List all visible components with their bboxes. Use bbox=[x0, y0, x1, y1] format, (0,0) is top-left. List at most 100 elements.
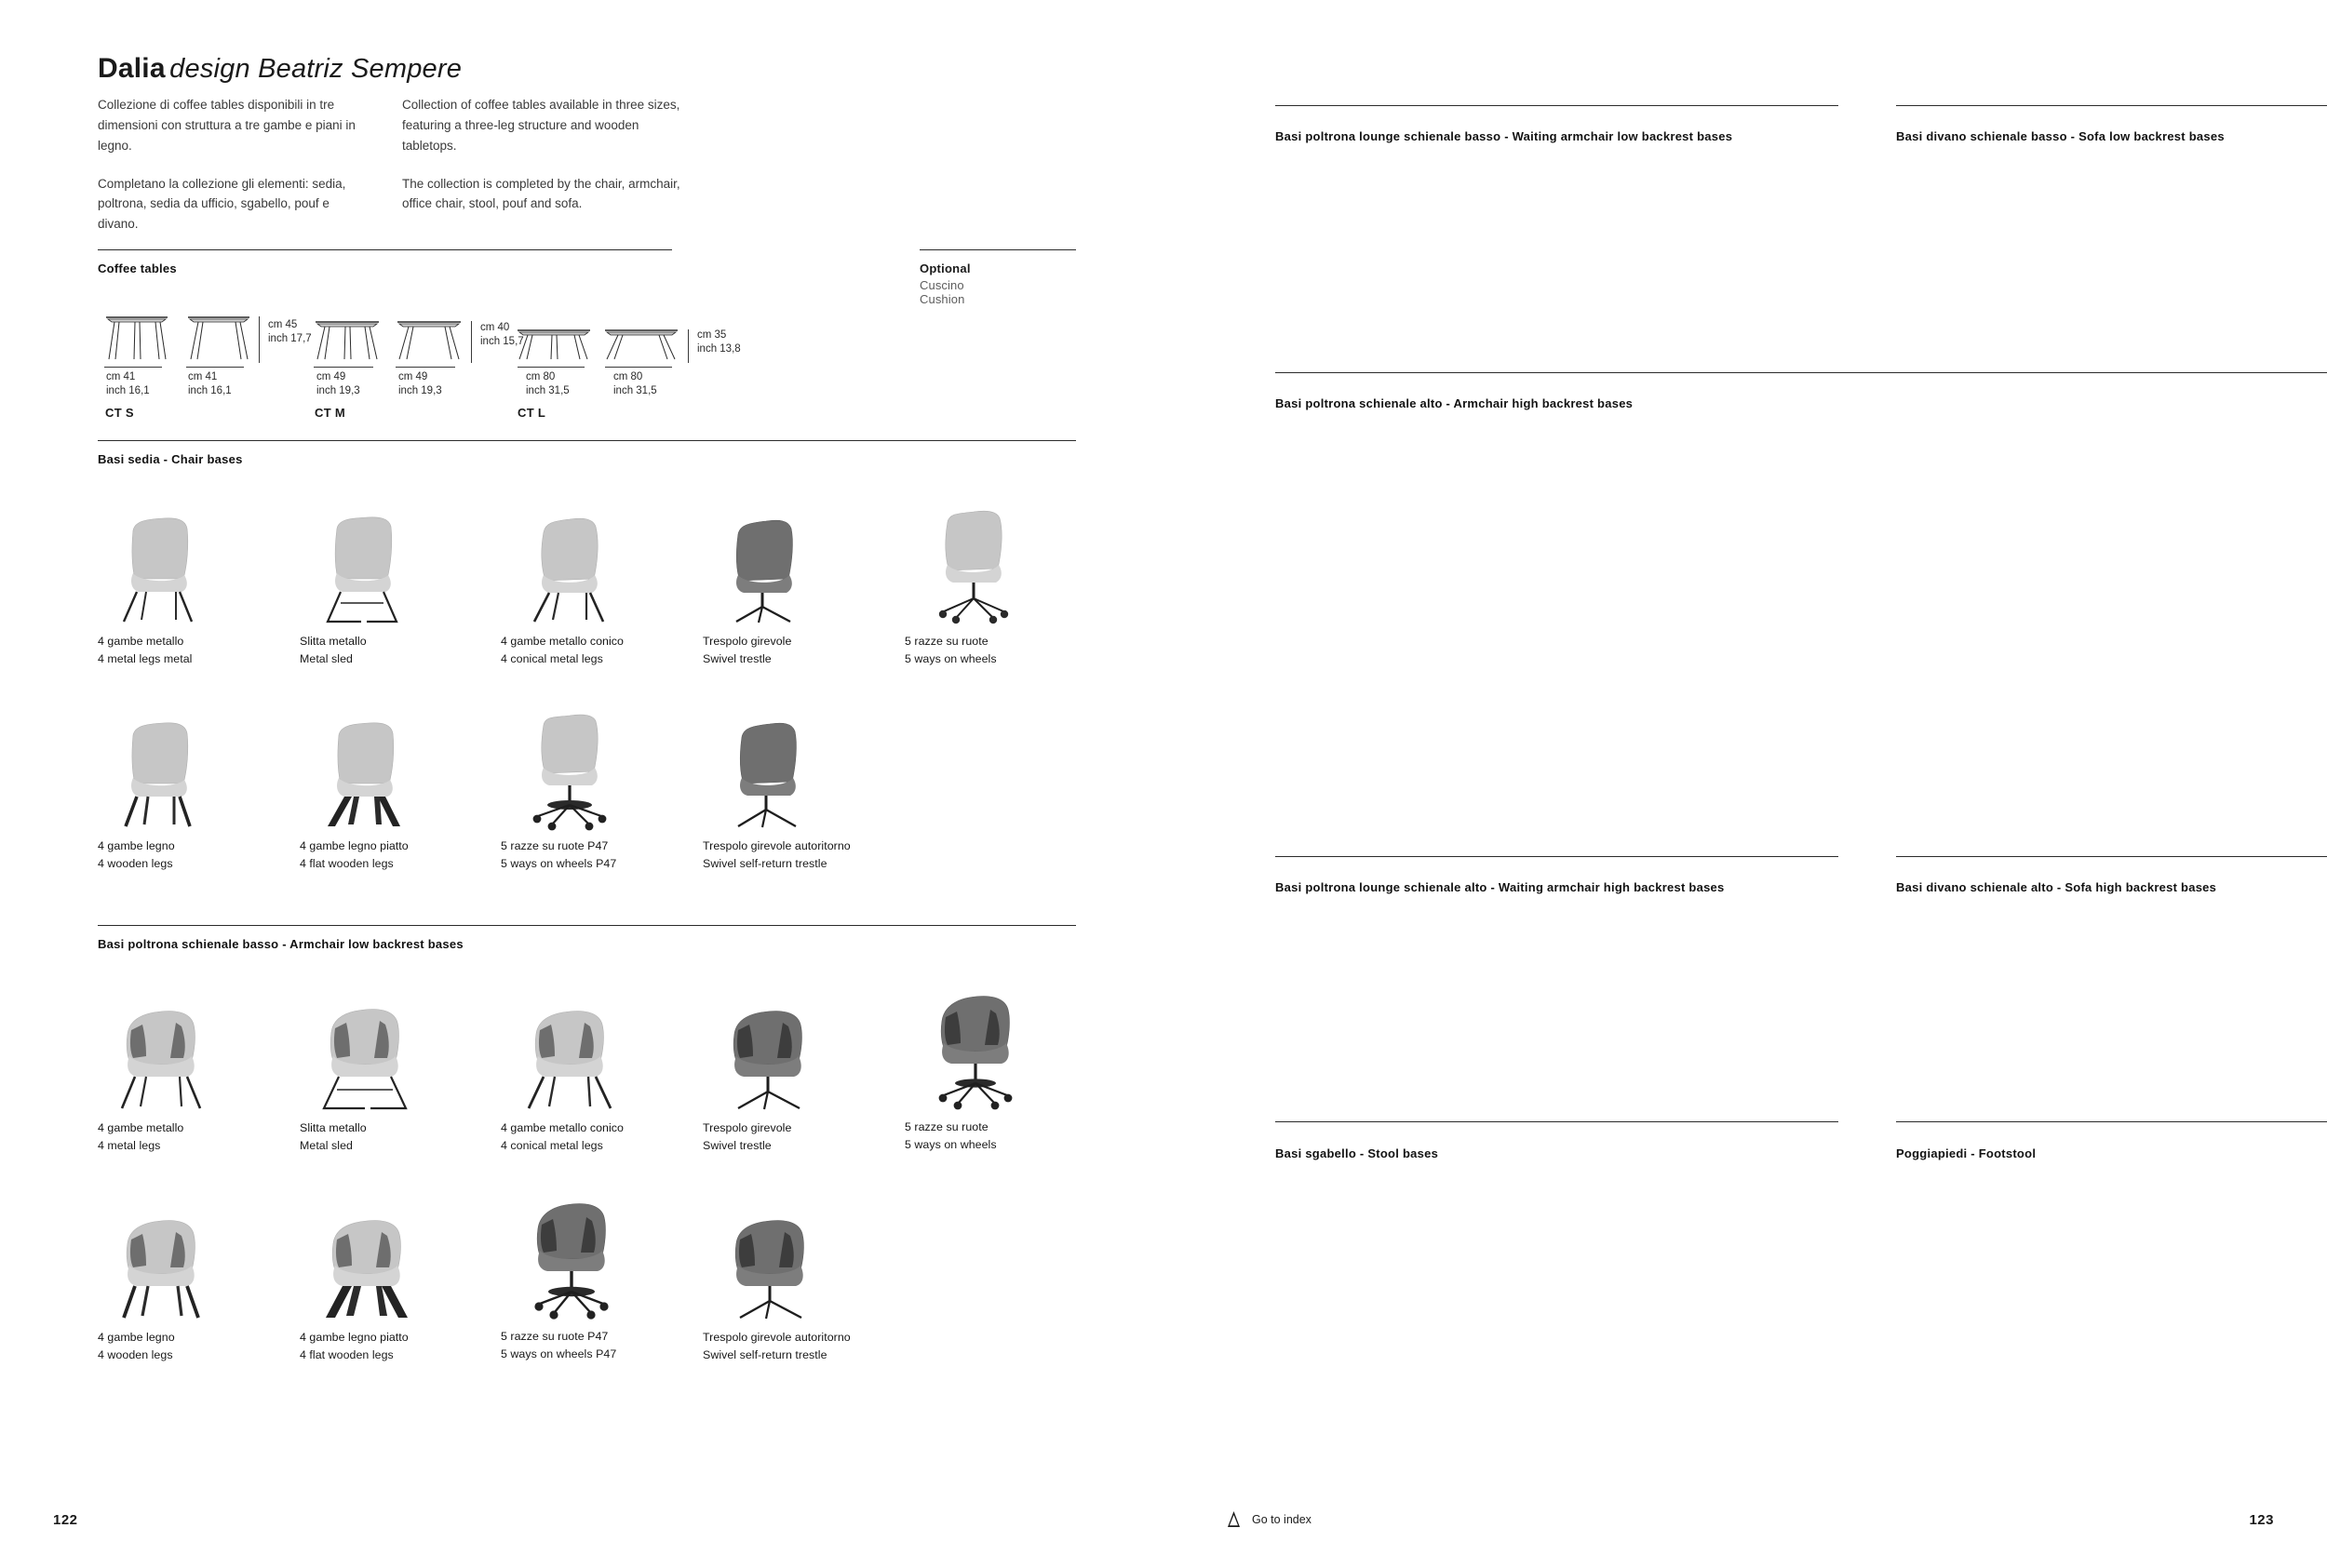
chair-base-item: 4 gambe legno 4 wooden legs bbox=[98, 718, 228, 870]
ct-s-height-cm: cm 45 bbox=[268, 319, 298, 330]
chair-5-ways-on-wheels-art bbox=[938, 510, 1009, 624]
caption-en: 4 flat wooden legs bbox=[300, 1347, 394, 1361]
caption-it: Slitta metallo bbox=[300, 1121, 367, 1134]
ct-l-depth-cm: cm 80 bbox=[613, 371, 643, 382]
armchair-low-item: Trespolo girevole autoritorno Swivel sel… bbox=[703, 1208, 851, 1361]
armchair-low-caption: Slitta metallo Metal sled bbox=[300, 1119, 367, 1155]
page-left: Dalia design Beatriz Sempere Collezione … bbox=[53, 53, 1076, 1528]
triangle-icon bbox=[1227, 1511, 1241, 1527]
chair-4-metal-legs-art bbox=[122, 517, 194, 623]
section-title-sofa-high: Basi divano schienale alto - Sofa high b… bbox=[1896, 880, 2217, 894]
chair-base-item: Trespolo girevole autoritorno Swivel sel… bbox=[703, 718, 851, 870]
caption-it: 4 gambe metallo bbox=[98, 1121, 184, 1134]
go-to-index-label: Go to index bbox=[1252, 1512, 1311, 1526]
chair-4-flat-wooden-legs-art bbox=[328, 722, 400, 826]
divider-sofa-low bbox=[1896, 105, 2327, 106]
caption-it: Trespolo girevole bbox=[703, 1121, 792, 1134]
divider-armchair-low bbox=[98, 925, 1076, 926]
section-title-stool-bases: Basi sgabello - Stool bases bbox=[1275, 1146, 1439, 1160]
intro-en-p1: Collection of coffee tables available in… bbox=[402, 98, 680, 153]
section-title-waiting-armchair-high: Basi poltrona lounge schienale alto - Wa… bbox=[1275, 880, 1725, 894]
ct-m-width: cm 49 inch 19,3 bbox=[316, 370, 360, 399]
ct-m-depth-cm: cm 49 bbox=[398, 371, 428, 382]
ct-s-front-view bbox=[103, 309, 170, 363]
chair-4-conical-metal-legs-art bbox=[532, 517, 605, 623]
chair-base-item: 4 gambe metallo conico 4 conical metal l… bbox=[501, 514, 640, 665]
section-title-footstool: Poggiapiedi - Footstool bbox=[1896, 1146, 2037, 1160]
ct-l-front-view bbox=[516, 324, 592, 363]
caption-it: 4 gambe legno bbox=[98, 839, 175, 852]
caption-it: Slitta metallo bbox=[300, 635, 367, 648]
ct-l-height-bar bbox=[688, 329, 689, 363]
caption-it: 5 razze su ruote P47 bbox=[501, 1330, 609, 1343]
go-to-index-link[interactable]: Go to index bbox=[1227, 1511, 1311, 1527]
caption-en: Metal sled bbox=[300, 1138, 353, 1152]
ct-l-side-view bbox=[603, 324, 679, 363]
ct-s-height-inch: inch 17,7 bbox=[268, 333, 312, 345]
caption-en: 5 ways on wheels P47 bbox=[501, 856, 617, 870]
chair-base-caption: 4 gambe metallo 4 metal legs metal bbox=[98, 633, 192, 668]
chair-base-item: 5 razze su ruote 5 ways on wheels bbox=[905, 507, 1044, 665]
ct-l-depth: cm 80 inch 31,5 bbox=[613, 370, 657, 399]
chair-base-caption: 5 razze su ruote P47 5 ways on wheels P4… bbox=[501, 838, 616, 873]
divider-coffee-tables bbox=[98, 249, 672, 250]
armchair-4-flat-wooden-legs-art bbox=[326, 1220, 408, 1318]
chair-swivel-self-return-trestle-art bbox=[737, 722, 797, 828]
caption-en: Swivel self-return trestle bbox=[703, 856, 827, 870]
armchair-low-item: 5 razze su ruote 5 ways on wheels bbox=[905, 989, 1049, 1151]
caption-en: Swivel self-return trestle bbox=[703, 1347, 827, 1361]
ct-l-depth-inch: inch 31,5 bbox=[613, 385, 657, 397]
armchair-metal-sled-art bbox=[322, 1009, 408, 1110]
ct-m-height: cm 40 inch 15,7 bbox=[480, 321, 524, 350]
caption-en: 4 conical metal legs bbox=[501, 651, 603, 665]
divider-footstool bbox=[1896, 1121, 2327, 1122]
caption-en: 4 metal legs metal bbox=[98, 651, 193, 665]
caption-en: Swivel trestle bbox=[703, 651, 772, 665]
ct-s-code: CT S bbox=[105, 406, 134, 420]
coffee-table-ct-l: cm 35 inch 13,8 cm 80 inch 31,5 cm 80 in… bbox=[510, 298, 741, 420]
ct-s-width-cm: cm 41 bbox=[106, 371, 136, 382]
section-title-armchair-low: Basi poltrona schienale basso - Armchair… bbox=[98, 937, 464, 951]
armchair-low-item: 4 gambe legno 4 wooden legs bbox=[98, 1208, 233, 1361]
optional-it: Cuscino bbox=[920, 278, 964, 292]
chair-base-caption: 5 razze su ruote 5 ways on wheels bbox=[905, 633, 997, 668]
caption-en: Swivel trestle bbox=[703, 1138, 772, 1152]
ct-s-depth: cm 41 inch 16,1 bbox=[188, 370, 232, 399]
section-title-coffee-tables: Coffee tables bbox=[98, 261, 177, 275]
chair-base-caption: 4 gambe metallo conico 4 conical metal l… bbox=[501, 633, 624, 668]
chair-base-caption: Trespolo girevole autoritorno Swivel sel… bbox=[703, 838, 851, 873]
caption-it: 5 razze su ruote bbox=[905, 635, 989, 648]
armchair-low-item: 4 gambe metallo 4 metal legs bbox=[98, 998, 233, 1152]
armchair-low-caption: 4 gambe metallo conico 4 conical metal l… bbox=[501, 1119, 624, 1155]
divider-stool-bases bbox=[1275, 1121, 1838, 1122]
caption-it: 4 gambe metallo conico bbox=[501, 1121, 624, 1134]
caption-en: 5 ways on wheels bbox=[905, 651, 997, 665]
ct-m-height-bar bbox=[471, 321, 472, 363]
divider-chair-bases bbox=[98, 440, 1076, 441]
page-right: Basi poltrona lounge schienale basso - W… bbox=[1164, 0, 2327, 1568]
armchair-low-item: Trespolo girevole Swivel trestle bbox=[703, 998, 838, 1152]
ct-m-width-cm: cm 49 bbox=[316, 371, 346, 382]
collection-name: Dalia bbox=[98, 53, 166, 84]
armchair-low-item: Slitta metallo Metal sled bbox=[300, 998, 435, 1152]
ct-s-depth-bar bbox=[186, 367, 244, 368]
caption-it: 4 gambe metallo bbox=[98, 635, 184, 648]
ct-s-side-view bbox=[185, 309, 252, 363]
caption-en: Metal sled bbox=[300, 651, 353, 665]
ct-m-width-bar bbox=[314, 367, 373, 368]
armchair-low-caption: Trespolo girevole Swivel trestle bbox=[703, 1119, 791, 1155]
armchair-low-caption: 4 gambe legno 4 wooden legs bbox=[98, 1329, 175, 1364]
chair-base-caption: 4 gambe legno piatto 4 flat wooden legs bbox=[300, 838, 409, 873]
caption-it: 4 gambe legno piatto bbox=[300, 1331, 409, 1344]
armchair-low-caption: 4 gambe legno piatto 4 flat wooden legs bbox=[300, 1329, 409, 1364]
caption-it: 4 gambe metallo conico bbox=[501, 635, 624, 648]
caption-it: 4 gambe legno bbox=[98, 1331, 175, 1344]
ct-s-width: cm 41 inch 16,1 bbox=[106, 370, 150, 399]
ct-m-side-view bbox=[395, 315, 464, 363]
armchair-low-item: 5 razze su ruote P47 5 ways on wheels P4… bbox=[501, 1199, 645, 1360]
ct-m-front-view bbox=[313, 315, 382, 363]
ct-s-width-bar bbox=[104, 367, 162, 368]
divider-waiting-armchair-high bbox=[1275, 856, 1838, 857]
chair-base-item: 5 razze su ruote P47 5 ways on wheels P4… bbox=[501, 712, 640, 870]
